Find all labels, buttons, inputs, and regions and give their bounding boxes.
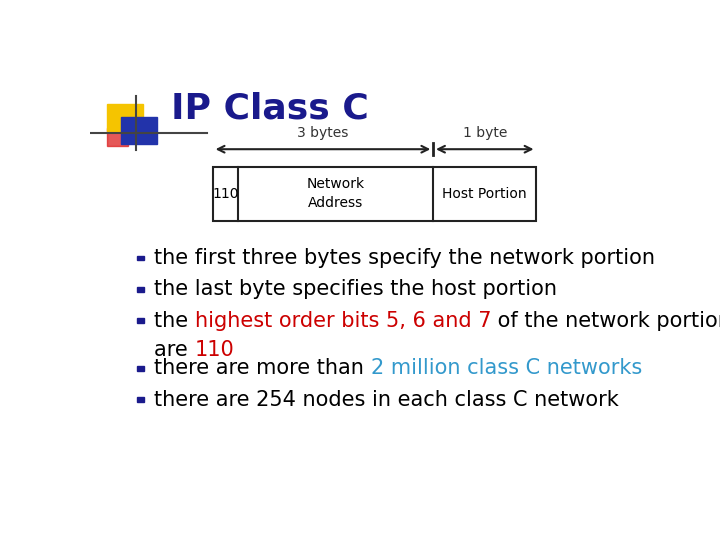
Bar [107, 104, 143, 131]
Text: highest order bits 5, 6 and 7: highest order bits 5, 6 and 7 [195, 310, 492, 330]
Text: 2 million class C networks: 2 million class C networks [371, 359, 642, 379]
Bar [121, 117, 157, 144]
Text: 110: 110 [212, 187, 238, 201]
Text: 1 byte: 1 byte [462, 126, 507, 140]
Text: 3 bytes: 3 bytes [297, 126, 348, 140]
Bar [138, 256, 143, 260]
Text: the: the [154, 310, 195, 330]
Text: the last byte specifies the host portion: the last byte specifies the host portion [154, 279, 557, 299]
Bar [138, 366, 143, 370]
Text: there are 254 nodes in each class C network: there are 254 nodes in each class C netw… [154, 389, 619, 409]
Text: there are more than: there are more than [154, 359, 371, 379]
Text: Network
Address: Network Address [307, 178, 364, 210]
Bar [138, 397, 143, 402]
Text: the first three bytes specify the network portion: the first three bytes specify the networ… [154, 248, 655, 268]
Bar [107, 129, 128, 146]
Bar [138, 287, 143, 292]
Text: 110: 110 [194, 340, 234, 361]
Text: Host Portion: Host Portion [443, 187, 527, 201]
Text: are: are [154, 340, 194, 361]
Bar [213, 167, 536, 221]
Text: of the network portion: of the network portion [492, 310, 720, 330]
Bar [138, 318, 143, 323]
Text: IP Class C: IP Class C [171, 91, 369, 125]
